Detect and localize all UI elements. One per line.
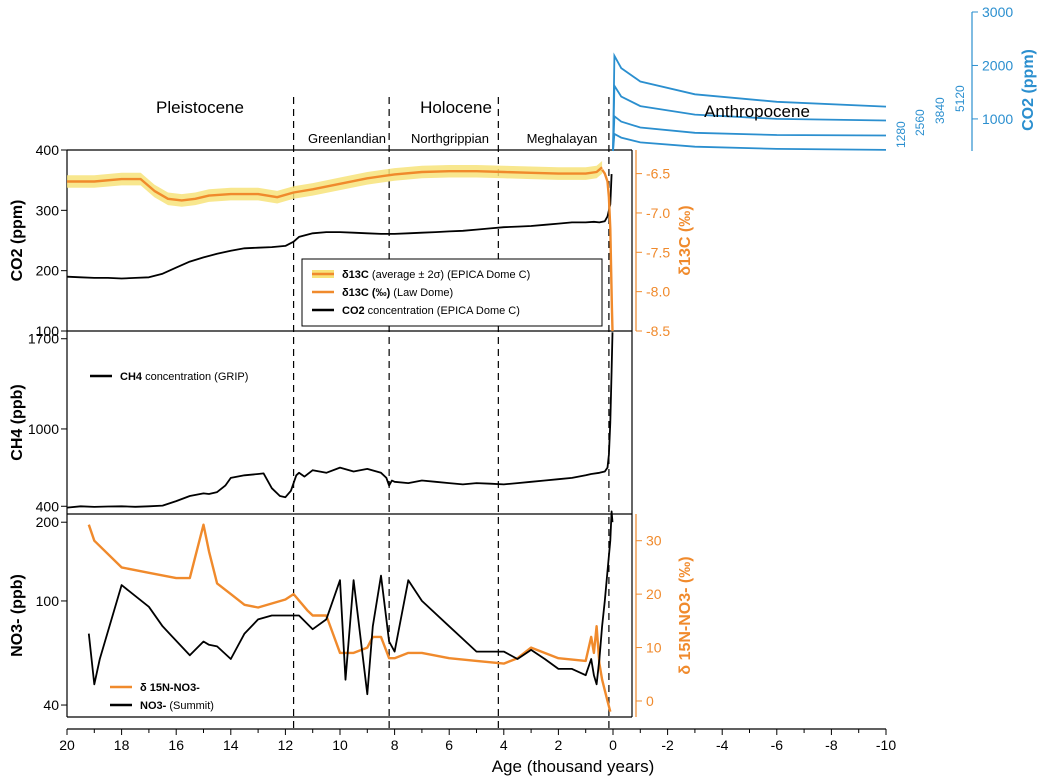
x-tick-label: 8	[391, 737, 399, 753]
y-tick-label: 1000	[28, 421, 59, 437]
y-tick-label: 400	[36, 142, 60, 158]
stage-meghalayan: Meghalayan	[527, 131, 598, 146]
legend-box	[301, 258, 603, 327]
right-tick-label: 20	[646, 586, 662, 602]
x-tick-label: 20	[59, 737, 75, 753]
x-tick-label: -2	[661, 737, 674, 753]
x-tick-label: -10	[876, 737, 896, 753]
right-tick-label: -8.5	[646, 323, 670, 339]
right-tick-label: -8.0	[646, 284, 670, 300]
x-axis-label: Age (thousand years)	[492, 757, 655, 776]
y-tick-label: 40	[43, 697, 59, 713]
right-tick-label: 30	[646, 533, 662, 549]
y-axis-label: CH4 (ppb)	[9, 384, 26, 460]
scenario-label: 3840	[933, 97, 947, 124]
x-tick-label: 2	[555, 737, 563, 753]
era-anthropocene: Anthropocene	[704, 102, 810, 121]
y-tick-label: 100	[36, 593, 60, 609]
era-holocene: Holocene	[420, 98, 492, 117]
y-tick-label: 200	[36, 263, 60, 279]
scenario-label: 5120	[953, 85, 967, 112]
anthropocene-tick-label: 3000	[982, 4, 1013, 20]
right-tick-label: -7.0	[646, 205, 670, 221]
right-tick-label: -6.5	[646, 166, 670, 182]
anthropocene-axis-label: CO2 (ppm)	[1020, 49, 1037, 131]
series-line	[66, 174, 613, 280]
x-tick-label: 18	[114, 737, 130, 753]
y-tick-label: 1700	[28, 331, 59, 347]
x-tick-label: 10	[332, 737, 348, 753]
y-tick-label: 100	[36, 323, 60, 339]
anthropocene-tick-label: 1000	[982, 111, 1013, 127]
chart-series	[66, 52, 887, 713]
x-tick-label: 4	[500, 737, 508, 753]
anthropocene-tick-label: 2000	[982, 57, 1013, 73]
right-tick-label: -7.5	[646, 244, 670, 260]
legend-entry: δ 15N-NO3-	[140, 682, 200, 694]
stage-greenlandian: Greenlandian	[308, 131, 386, 146]
right-axis-label: δ13C (‰)	[677, 205, 694, 275]
x-tick-label: -6	[771, 737, 784, 753]
x-tick-label: 6	[445, 737, 453, 753]
series-line	[67, 166, 603, 202]
x-tick-label: 12	[278, 737, 294, 753]
scenario-label: 2560	[913, 109, 927, 136]
legend-entry: CH4 concentration (GRIP)	[120, 371, 248, 383]
chart-text: Pleistocene Holocene Anthropocene Greenl…	[9, 4, 1037, 776]
right-axis-label: δ 15N-NO3- (‰)	[677, 556, 694, 674]
x-tick-label: 14	[223, 737, 239, 753]
x-tick-label: -8	[825, 737, 838, 753]
y-tick-label: 200	[36, 514, 60, 530]
anthropocene-line	[612, 132, 887, 152]
anthropocene-line	[612, 114, 887, 152]
x-tick-label: -4	[716, 737, 729, 753]
era-pleistocene: Pleistocene	[156, 98, 244, 117]
y-tick-label: 300	[36, 202, 60, 218]
legend-entry: δ13C (average ± 2σ) (EPICA Dome C)	[342, 269, 530, 281]
stage-northgrippian: Northgrippian	[411, 131, 489, 146]
chart-panels	[61, 11, 978, 735]
series-line	[87, 510, 614, 696]
anthropocene-line	[612, 52, 887, 152]
scenario-label: 1280	[894, 121, 908, 148]
right-tick-label: 0	[646, 693, 654, 709]
legend-entry: NO3- (Summit)	[140, 700, 214, 712]
y-axis-label: NO3- (ppb)	[9, 574, 26, 657]
y-axis-label: CO2 (ppm)	[9, 200, 26, 282]
x-tick-label: 16	[168, 737, 184, 753]
series-line	[66, 332, 614, 509]
right-tick-label: 10	[646, 640, 662, 656]
legend-entry: δ13C (‰) (Law Dome)	[342, 287, 453, 299]
y-tick-label: 400	[36, 498, 60, 514]
series-line	[601, 169, 614, 332]
x-tick-label: 0	[609, 737, 617, 753]
legend-entry: CO2 concentration (EPICA Dome C)	[342, 305, 520, 317]
